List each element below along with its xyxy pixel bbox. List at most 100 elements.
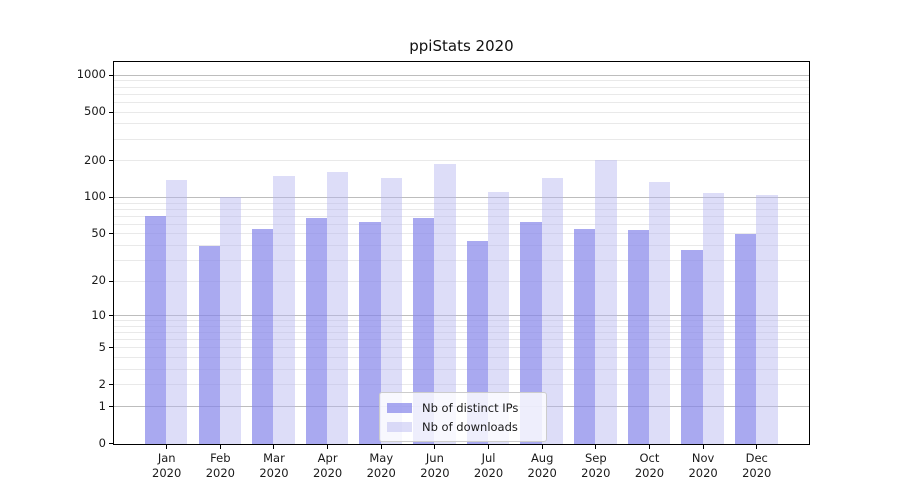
x-tick-mark [756, 445, 758, 449]
y-tick-mark [109, 315, 113, 317]
x-tick-mark [434, 445, 436, 449]
bar-downloads-feb [219, 196, 242, 444]
gridline-minor [114, 280, 809, 282]
gridline-minor [114, 223, 809, 225]
y-tick-mark [109, 74, 113, 76]
bar-distinct-ips-oct [627, 230, 649, 444]
x-tick-mark [327, 445, 329, 449]
x-tick-label: Jul 2020 [459, 451, 519, 481]
gridline-minor [114, 101, 809, 103]
bar-distinct-ips-aug [520, 222, 542, 444]
y-tick-label: 1000 [76, 67, 106, 82]
x-tick-label: Aug 2020 [512, 451, 572, 481]
gridline-minor [114, 111, 809, 113]
x-tick-label: Dec 2020 [727, 451, 787, 481]
bar-downloads-mar [273, 176, 295, 444]
gridline-minor [114, 86, 809, 88]
y-tick-label: 500 [84, 104, 106, 119]
y-tick-label: 100 [84, 189, 106, 204]
x-tick-mark [166, 445, 168, 449]
bar-downloads-oct [648, 181, 671, 444]
bar-downloads-apr [327, 171, 349, 444]
bar-downloads-may [380, 178, 403, 444]
gridline-minor [114, 215, 809, 217]
y-tick-mark [109, 406, 113, 408]
x-tick-month: Oct [639, 451, 660, 465]
x-tick-year: 2020 [259, 466, 289, 480]
y-tick-label: 0 [98, 435, 106, 450]
gridline-minor [114, 259, 809, 261]
gridline-minor [114, 123, 809, 125]
y-tick-mark [109, 111, 113, 113]
gridline-major [114, 315, 809, 317]
gridline-minor [114, 320, 809, 322]
x-tick-month: Apr [317, 451, 338, 465]
bar-distinct-ips-feb [198, 246, 220, 444]
legend-label-distinct-ips: Nb of distinct IPs [422, 400, 519, 415]
gridline-major [114, 74, 809, 76]
gridline-minor [114, 138, 809, 140]
x-tick-mark [648, 445, 650, 449]
y-tick-mark [109, 196, 113, 198]
y-tick-mark [109, 280, 113, 282]
x-tick-year: 2020 [688, 466, 718, 480]
gridline-minor [114, 384, 809, 386]
x-tick-month: Jun [425, 451, 444, 465]
bar-distinct-ips-apr [305, 218, 328, 444]
y-tick-label: 50 [91, 225, 106, 240]
y-tick-label: 10 [91, 307, 106, 322]
bar-distinct-ips-dec [734, 234, 757, 444]
y-tick-label: 20 [91, 273, 106, 288]
x-tick-mark [380, 445, 382, 449]
legend-swatch-downloads [387, 421, 412, 432]
x-tick-year: 2020 [205, 466, 235, 480]
gridline-minor [114, 245, 809, 247]
legend: Nb of distinct IPs Nb of downloads [379, 392, 547, 442]
gridline-minor [114, 325, 809, 327]
x-tick-label: Jan 2020 [137, 451, 197, 481]
x-tick-year: 2020 [473, 466, 504, 480]
bar-distinct-ips-jun [413, 218, 435, 444]
x-tick-month: Mar [263, 451, 285, 465]
gridline-minor [114, 332, 809, 334]
bar-distinct-ips-nov [681, 250, 703, 444]
x-tick-month: May [369, 451, 394, 465]
y-tick-mark [109, 160, 113, 162]
bar-downloads-jun [434, 163, 456, 444]
x-tick-year: 2020 [420, 466, 450, 480]
legend-item-downloads: Nb of downloads [387, 417, 539, 436]
x-tick-label: May 2020 [351, 451, 411, 481]
legend-item-distinct-ips: Nb of distinct IPs [387, 398, 539, 417]
x-tick-label: Jun 2020 [405, 451, 465, 481]
x-tick-label: Apr 2020 [298, 451, 358, 481]
x-tick-month: Jan [157, 451, 176, 465]
y-tick-label: 1 [98, 398, 106, 413]
bar-downloads-jan [166, 179, 188, 444]
bar-downloads-sep [595, 159, 617, 444]
x-tick-year: 2020 [527, 466, 557, 480]
gridline-minor [114, 233, 809, 235]
bar-distinct-ips-may [359, 222, 381, 444]
grid-layer [114, 62, 809, 444]
x-tick-year: 2020 [581, 466, 611, 480]
x-tick-month: Feb [210, 451, 231, 465]
gridline-minor [114, 208, 809, 210]
chart-title: ppiStats 2020 [409, 37, 514, 55]
gridline-minor [114, 357, 809, 359]
x-tick-year: 2020 [742, 466, 772, 480]
bar-downloads-aug [541, 178, 563, 444]
y-tick-label: 2 [98, 376, 106, 391]
gridline-minor [114, 369, 809, 371]
legend-swatch-distinct-ips [387, 402, 412, 413]
x-tick-year: 2020 [366, 466, 396, 480]
x-tick-label: Feb 2020 [190, 451, 250, 481]
bar-downloads-dec [756, 195, 778, 444]
x-tick-mark [702, 445, 704, 449]
x-tick-label: Sep 2020 [566, 451, 626, 481]
x-tick-month: Dec [745, 451, 768, 465]
x-tick-mark [595, 445, 597, 449]
x-tick-mark [541, 445, 543, 449]
bar-layer [114, 62, 809, 444]
gridline-minor [114, 160, 809, 162]
